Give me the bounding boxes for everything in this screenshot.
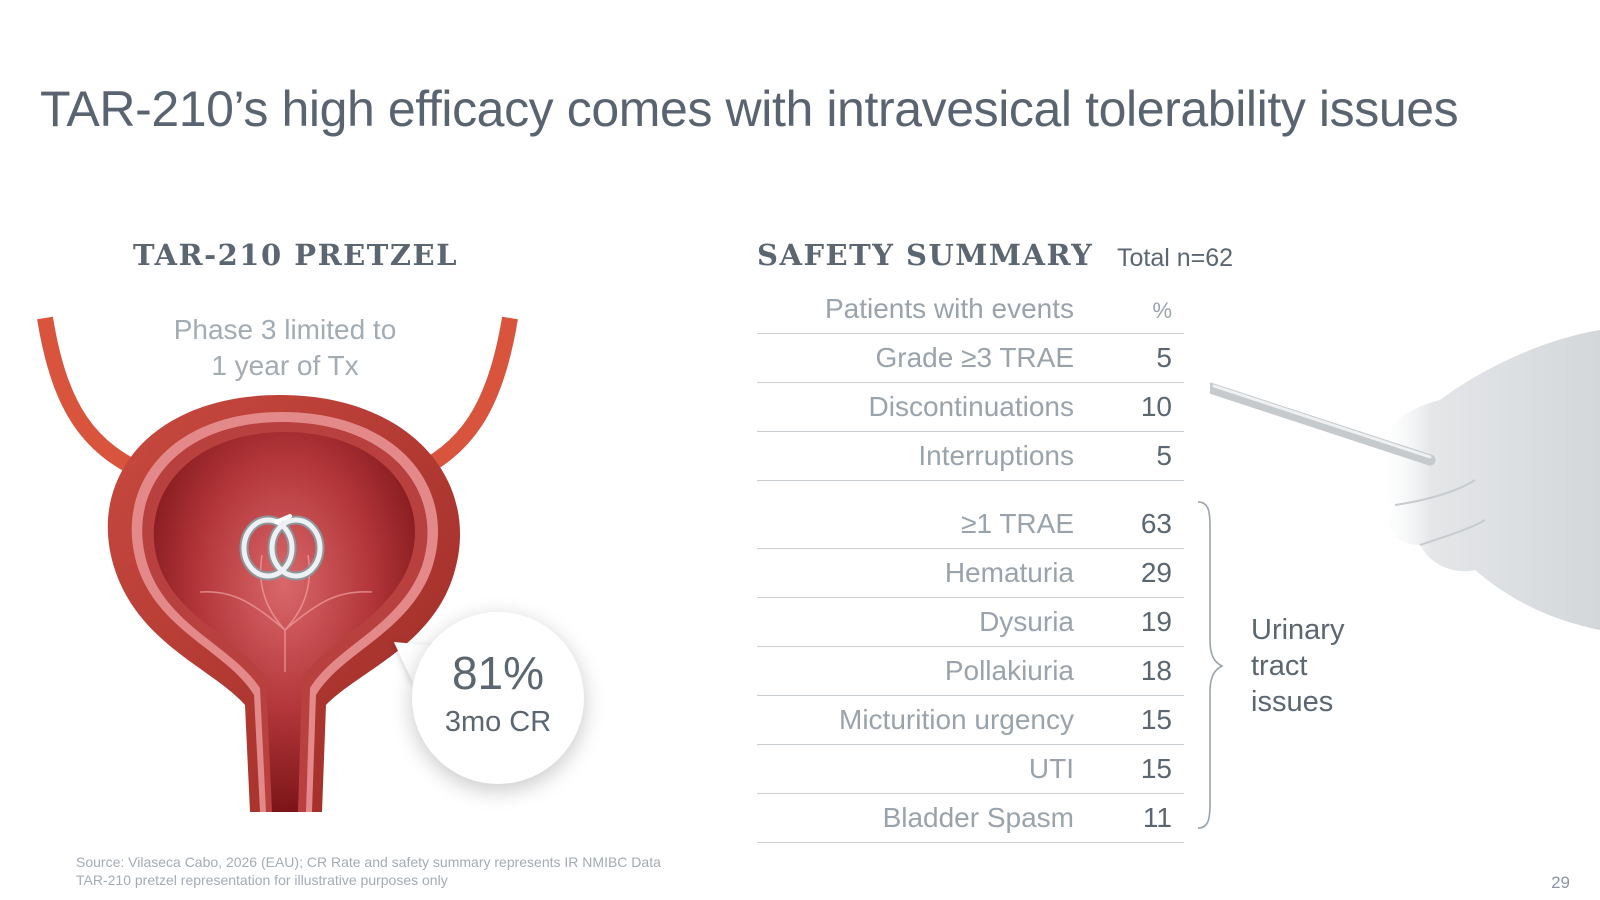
table-row: ≥1 TRAE 63 bbox=[757, 500, 1184, 549]
table-header-row: Patients with events % bbox=[757, 285, 1184, 334]
cr-label: 3mo CR bbox=[444, 706, 552, 738]
row-value: 11 bbox=[1142, 802, 1172, 833]
row-label: Interruptions bbox=[918, 440, 1074, 471]
cr-value: 81% bbox=[451, 647, 545, 699]
total-n: Total n=62 bbox=[1117, 244, 1234, 272]
row-label: Pollakiuria bbox=[944, 655, 1074, 686]
footnote-source: Source: Vilaseca Cabo, 2026 (EAU); CR Ra… bbox=[76, 854, 661, 870]
brace-label-line-2: tract bbox=[1251, 650, 1308, 682]
row-value: 18 bbox=[1140, 655, 1172, 686]
table-row: Grade ≥3 TRAE 5 bbox=[757, 334, 1184, 383]
table-row: Discontinuations 10 bbox=[757, 383, 1184, 432]
row-label: Grade ≥3 TRAE bbox=[875, 342, 1075, 373]
footnote-disclaimer: TAR-210 pretzel representation for illus… bbox=[76, 872, 448, 888]
row-label: ≥1 TRAE bbox=[961, 508, 1074, 539]
table-row: Bladder Spasm 11 bbox=[757, 794, 1184, 843]
row-label: UTI bbox=[1028, 753, 1074, 784]
page-number: 29 bbox=[1551, 873, 1570, 892]
row-value: 5 bbox=[1156, 342, 1172, 373]
row-value: 19 bbox=[1140, 606, 1172, 637]
header-label: Patients with events bbox=[824, 293, 1074, 324]
pretzel-device-icon bbox=[239, 514, 325, 581]
phase-note-line-1: Phase 3 limited to bbox=[173, 314, 397, 345]
table-row: Hematuria 29 bbox=[757, 549, 1184, 598]
brace-label-line-1: Urinary bbox=[1251, 614, 1345, 646]
row-value: 29 bbox=[1140, 557, 1172, 588]
table-row: Dysuria 19 bbox=[757, 598, 1184, 647]
row-value: 5 bbox=[1156, 440, 1172, 471]
row-label: Dysuria bbox=[979, 606, 1074, 637]
footnotes: Source: Vilaseca Cabo, 2026 (EAU); CR Ra… bbox=[76, 853, 661, 889]
row-label: Bladder Spasm bbox=[882, 802, 1074, 833]
cr-callout: 81% 3mo CR bbox=[412, 612, 584, 784]
bladder-illustration bbox=[37, 316, 518, 812]
table-row: Pollakiuria 18 bbox=[757, 647, 1184, 696]
row-label: Micturition urgency bbox=[839, 704, 1074, 735]
safety-heading: SAFETY SUMMARY bbox=[757, 238, 1094, 272]
row-value: 10 bbox=[1140, 391, 1172, 422]
row-label: Discontinuations bbox=[868, 391, 1074, 422]
table-row: Interruptions 5 bbox=[757, 432, 1184, 481]
phase-note-line-2: 1 year of Tx bbox=[211, 350, 359, 381]
header-unit: % bbox=[1152, 298, 1172, 323]
phase-note: Phase 3 limited to 1 year of Tx bbox=[140, 312, 430, 384]
brace-label-line-3: issues bbox=[1251, 686, 1334, 718]
row-value: 15 bbox=[1140, 704, 1172, 735]
table-row: Micturition urgency 15 bbox=[757, 696, 1184, 745]
row-label: Hematuria bbox=[944, 557, 1074, 588]
right-brace-icon bbox=[1197, 501, 1224, 829]
hand-holding-device-icon bbox=[1210, 330, 1600, 630]
pretzel-heading: TAR-210 PRETZEL bbox=[133, 238, 459, 272]
safety-table: Patients with events % Grade ≥3 TRAE 5 D… bbox=[757, 285, 1184, 843]
group-spacer bbox=[757, 481, 1184, 500]
table-row: UTI 15 bbox=[757, 745, 1184, 794]
urinary-tract-label: Urinary tract issues bbox=[1251, 612, 1344, 720]
row-value: 63 bbox=[1140, 508, 1172, 539]
slide-title: TAR-210’s high efficacy comes with intra… bbox=[40, 81, 1459, 137]
row-value: 15 bbox=[1140, 753, 1172, 784]
